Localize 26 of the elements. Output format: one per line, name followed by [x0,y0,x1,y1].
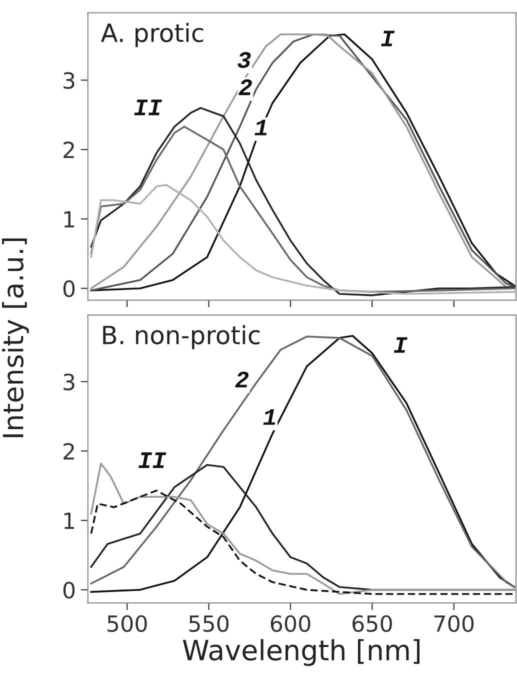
annotation: 3 [238,52,251,68]
y-tick-label: 2 [64,442,74,460]
annotation: II [138,452,166,468]
y-tick-label: 0 [63,280,75,298]
x-axis-title: Wavelength [nm] [182,639,420,666]
chart-title: B. non-protic [103,325,260,350]
annotation: II [134,100,162,116]
annotation: 2 [238,79,252,96]
annotation: 1 [263,409,276,425]
y-tick-label: 1 [64,211,74,228]
annotation: I [381,30,395,46]
chart-title: A. protic [100,22,204,48]
annotation: 2 [235,372,249,388]
annotation: 1 [254,120,267,136]
x-tick-label: 600 [270,615,310,632]
x-tick-label: 700 [434,615,474,632]
y-tick-label: 3 [64,72,74,89]
annotation: I [394,337,408,353]
x-tick-label: 650 [352,615,392,632]
y-tick-label: 0 [63,582,75,599]
x-tick-label: 500 [108,615,147,632]
y-tick-label: 3 [64,374,74,390]
x-tick-label: 550 [189,615,229,632]
y-tick-label: 2 [64,142,74,158]
y-axis-title: Intensity [a.u.] [2,238,29,438]
y-tick-label: 1 [64,512,74,529]
